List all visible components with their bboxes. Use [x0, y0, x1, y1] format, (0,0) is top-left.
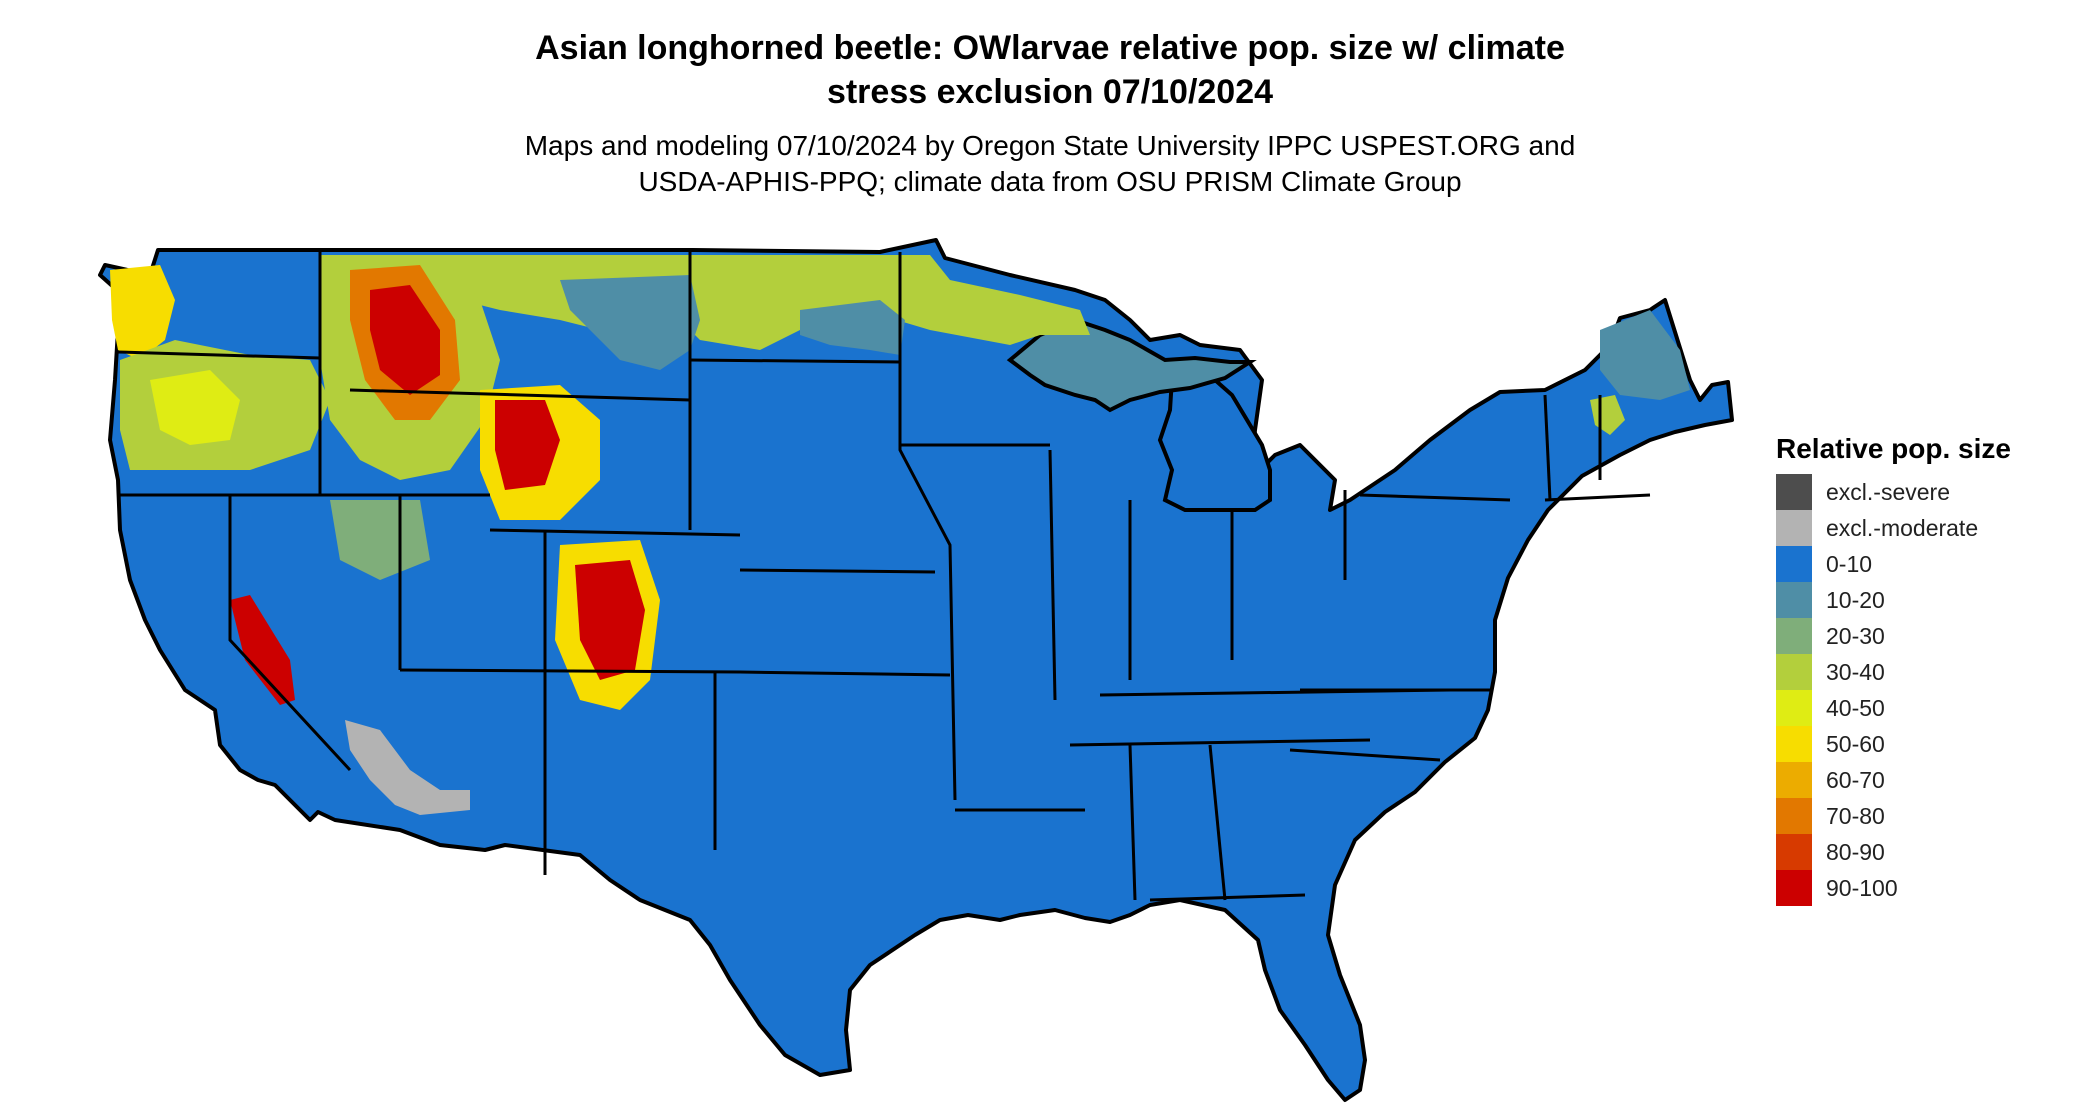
region-oregon-yellow	[150, 370, 240, 445]
legend-label: 10-20	[1826, 586, 1885, 613]
map-title: Asian longhorned beetle: OWlarvae relati…	[0, 26, 2100, 114]
legend: Relative pop. size excl.-severe excl.-mod…	[1776, 432, 2076, 906]
legend-item: excl.-severe	[1776, 474, 2076, 510]
border-ne-ks	[739, 568, 936, 574]
legend-swatch	[1776, 762, 1812, 798]
legend-label: 90-100	[1826, 874, 1898, 901]
border-ma-ct	[1544, 493, 1651, 502]
border-ne-states	[1543, 394, 1552, 501]
border-wy-co	[489, 528, 741, 537]
border-ks-ok	[739, 670, 951, 677]
region-co-red	[575, 560, 645, 680]
region-10-20-north	[560, 275, 700, 370]
map-title-line-2: stress exclusion 07/10/2024	[826, 73, 1274, 111]
legend-item: 0-10	[1776, 546, 2076, 582]
border-pa-ny	[1359, 493, 1511, 502]
region-rockies-red	[370, 285, 440, 395]
legend-label: 40-50	[1826, 694, 1885, 721]
region-ne-green	[1600, 310, 1690, 400]
legend-item: 90-100	[1776, 870, 2076, 906]
legend-label: 70-80	[1826, 802, 1885, 829]
legend-swatch	[1776, 546, 1812, 582]
legend-item: 10-20	[1776, 582, 2076, 618]
michigan-lp	[1157, 369, 1272, 512]
map-subtitle: Maps and modeling 07/10/2024 by Oregon S…	[0, 128, 2100, 200]
legend-label: 60-70	[1826, 766, 1885, 793]
legend-item: 40-50	[1776, 690, 2076, 726]
legend-swatch	[1776, 510, 1812, 546]
border-ca-nv	[228, 495, 352, 772]
legend-item: 50-60	[1776, 726, 2076, 762]
map-subtitle-line-2: USDA-APHIS-PPQ; climate data from OSU PR…	[638, 166, 1462, 197]
map-subtitle-line-1: Maps and modeling 07/10/2024 by Oregon S…	[524, 130, 1576, 161]
legend-label: 20-30	[1826, 622, 1885, 649]
legend-swatch	[1776, 582, 1812, 618]
legend-label: excl.-severe	[1826, 478, 1950, 505]
legend-swatch	[1776, 618, 1812, 654]
legend-swatch	[1776, 798, 1812, 834]
region-excl-moderate	[345, 720, 470, 815]
legend-label: 80-90	[1826, 838, 1885, 865]
legend-item: 30-40	[1776, 654, 2076, 690]
legend-item: 80-90	[1776, 834, 2076, 870]
legend-label: 50-60	[1826, 730, 1885, 757]
border-co-nm	[399, 668, 741, 674]
map-title-line-1: Asian longhorned beetle: OWlarvae relati…	[535, 29, 1565, 67]
michigan-up	[1006, 317, 1257, 413]
border-wa-or	[117, 350, 321, 360]
legend-swatch	[1776, 870, 1812, 906]
legend-title: Relative pop. size	[1776, 433, 2011, 464]
legend-swatch	[1776, 690, 1812, 726]
border-tn-ms	[1069, 738, 1371, 747]
region-wy-red	[495, 400, 560, 490]
border-nc-sc	[1289, 748, 1441, 762]
legend-swatch	[1776, 654, 1812, 690]
border-nd-sd	[689, 358, 901, 364]
state-borders	[117, 252, 1651, 902]
region-10-20-mn	[800, 300, 905, 355]
region-gb-green	[330, 500, 430, 580]
legend-swatch	[1776, 474, 1812, 510]
region-pnw-yellow	[110, 265, 175, 360]
legend-item: 20-30	[1776, 618, 2076, 654]
legend-item: 70-80	[1776, 798, 2076, 834]
legend-label: excl.-moderate	[1826, 514, 1979, 541]
legend-swatch	[1776, 726, 1812, 762]
suitability-overlays	[110, 255, 1690, 815]
legend-item: 60-70	[1776, 762, 2076, 798]
region-sierra-red	[230, 595, 295, 705]
border-plains-e	[898, 252, 957, 801]
border-al-ga	[1208, 744, 1227, 901]
legend-label: 30-40	[1826, 658, 1885, 685]
border-mt-s	[349, 388, 691, 402]
border-mo-e	[1048, 449, 1057, 701]
legend-item: excl.-moderate	[1776, 510, 2076, 546]
legend-items: excl.-severe excl.-moderate 0-10 10-20 20-30…	[1776, 474, 2076, 906]
border-ga-fl	[1149, 893, 1306, 902]
legend-swatch	[1776, 834, 1812, 870]
border-ms-al	[1128, 744, 1137, 901]
legend-label: 0-10	[1826, 550, 1873, 577]
